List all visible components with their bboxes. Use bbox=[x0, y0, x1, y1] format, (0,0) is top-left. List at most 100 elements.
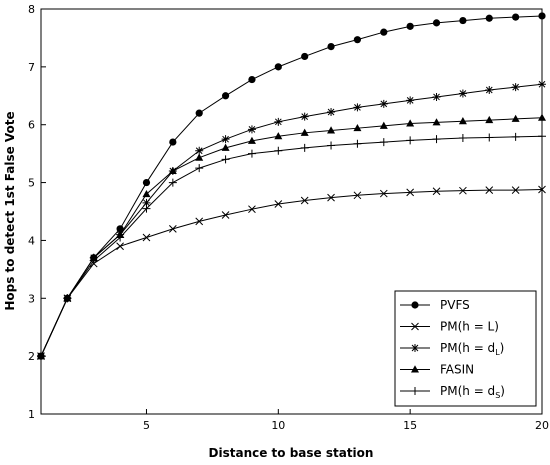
series-5-point-15-shape bbox=[406, 136, 415, 145]
series-3 bbox=[37, 80, 546, 361]
series-5-point-11-shape bbox=[300, 143, 309, 152]
series-5-point-8 bbox=[221, 155, 230, 164]
series-layer bbox=[37, 12, 546, 361]
series-4-point-15-shape bbox=[406, 119, 415, 127]
series-5-point-17-shape bbox=[458, 134, 467, 143]
series-3-point-14 bbox=[379, 99, 388, 108]
series-1-point-4-shape bbox=[116, 225, 124, 233]
series-5-point-5-shape bbox=[142, 204, 151, 213]
series-2-point-12-shape bbox=[327, 193, 335, 202]
series-4-point-7 bbox=[195, 153, 204, 161]
series-4-point-8 bbox=[221, 143, 230, 151]
series-4-point-20-shape bbox=[538, 113, 546, 121]
series-4-point-10 bbox=[274, 132, 283, 140]
series-1-point-20-shape bbox=[538, 12, 546, 20]
series-5-point-17 bbox=[458, 134, 467, 143]
series-4-point-5-shape bbox=[142, 189, 151, 198]
series-4-point-18-shape bbox=[485, 115, 494, 124]
series-3-point-11-shape bbox=[300, 112, 309, 121]
series-2-point-20 bbox=[538, 185, 546, 194]
series-4-line bbox=[40, 117, 543, 357]
series-3-point-13-shape bbox=[353, 103, 362, 112]
series-2-point-6-shape bbox=[168, 225, 177, 233]
series-3-point-10-shape bbox=[274, 117, 283, 126]
series-5-point-8-shape bbox=[221, 155, 230, 164]
series-3-point-8 bbox=[221, 135, 230, 144]
series-1-point-13-shape bbox=[353, 36, 362, 44]
series-2-line bbox=[40, 189, 543, 357]
series-2-point-11-shape bbox=[300, 196, 309, 205]
series-1-point-5 bbox=[142, 178, 151, 187]
series-5-point-16 bbox=[432, 135, 441, 144]
series-1-point-13 bbox=[353, 36, 362, 44]
series-3-point-12 bbox=[327, 107, 336, 116]
series-2-point-16 bbox=[432, 187, 441, 196]
legend-entries: PVFS PM(h = L) PM(h = dL) FASIN PM(h = dS) bbox=[400, 298, 505, 400]
series-3-point-15-shape bbox=[406, 96, 415, 105]
series-2-point-14 bbox=[379, 189, 388, 198]
plot-frame bbox=[40, 8, 543, 415]
series-3-point-9 bbox=[247, 125, 256, 134]
series-4-point-16-shape bbox=[432, 118, 441, 126]
series-4-point-10-shape bbox=[274, 132, 283, 140]
series-4-point-7-shape bbox=[195, 153, 204, 161]
legend-entry-5: PM(h = dS) bbox=[400, 384, 505, 400]
x-tick-label-20: 20 bbox=[535, 419, 549, 432]
series-2-point-5 bbox=[142, 233, 151, 242]
series-1-point-16-shape bbox=[432, 19, 441, 27]
series-1-point-9-shape bbox=[248, 75, 256, 84]
series-1-point-16 bbox=[432, 19, 441, 27]
series-3-point-20 bbox=[538, 80, 546, 89]
series-2-point-10-shape bbox=[274, 200, 283, 208]
series-4-point-14-shape bbox=[379, 121, 388, 129]
series-4-point-17 bbox=[458, 117, 467, 125]
legend-entry-1-marker-shape bbox=[411, 301, 419, 309]
y-tick-label-4: 4 bbox=[28, 234, 35, 247]
series-2-point-9-shape bbox=[248, 205, 256, 214]
legend-entry-1-marker bbox=[411, 301, 419, 309]
series-4-point-13-shape bbox=[353, 123, 362, 132]
series-2-point-7 bbox=[195, 217, 204, 226]
series-5-point-3-shape bbox=[89, 256, 98, 265]
series-1-point-4 bbox=[116, 225, 124, 233]
legend-entry-3-label: PM(h = dL) bbox=[440, 341, 504, 357]
legend-entry-4-label: FASIN bbox=[440, 363, 474, 377]
series-2-point-15-shape bbox=[406, 188, 415, 197]
series-2-point-10 bbox=[274, 200, 283, 208]
legend-entry-4-marker-shape bbox=[411, 365, 419, 373]
series-3-point-19-shape bbox=[511, 83, 520, 92]
series-1-point-10-shape bbox=[274, 63, 282, 71]
legend-entry-1-label: PVFS bbox=[440, 298, 470, 312]
series-4-point-5 bbox=[142, 189, 151, 198]
legend-entry-2-marker bbox=[411, 322, 419, 331]
series-1-point-14-shape bbox=[380, 28, 388, 36]
series-3-point-13 bbox=[353, 103, 362, 112]
series-3-point-19 bbox=[511, 83, 520, 92]
series-5-point-13 bbox=[353, 139, 362, 148]
legend-entry-4-marker bbox=[411, 365, 419, 373]
series-2-point-8-shape bbox=[221, 211, 230, 219]
x-tick-label-5: 5 bbox=[143, 419, 150, 432]
series-2-point-19 bbox=[511, 186, 520, 194]
series-5-line bbox=[40, 135, 543, 357]
series-3-point-17 bbox=[458, 89, 467, 98]
series-5-point-16-shape bbox=[432, 135, 441, 144]
series-3-point-8-shape bbox=[221, 135, 230, 144]
legend-entry-2: PM(h = L) bbox=[400, 320, 499, 334]
series-1-point-19 bbox=[512, 13, 520, 21]
series-3-point-14-shape bbox=[379, 99, 388, 108]
legend-entry-3-suffix: ) bbox=[500, 341, 505, 355]
legend-entry-2-marker-shape bbox=[411, 322, 419, 331]
series-5-point-19 bbox=[511, 132, 520, 141]
series-2-point-18-shape bbox=[485, 186, 494, 194]
series-5-point-7 bbox=[195, 164, 204, 173]
series-5-point-5 bbox=[142, 204, 151, 213]
series-5-point-18 bbox=[485, 133, 494, 142]
legend-entry-3-marker-shape bbox=[411, 344, 419, 352]
series-5-point-13-shape bbox=[353, 139, 362, 148]
series-5-point-20-shape bbox=[538, 132, 546, 141]
series-4-point-19 bbox=[511, 114, 520, 122]
series-2-point-9 bbox=[248, 205, 256, 214]
series-2-point-17 bbox=[459, 186, 467, 195]
